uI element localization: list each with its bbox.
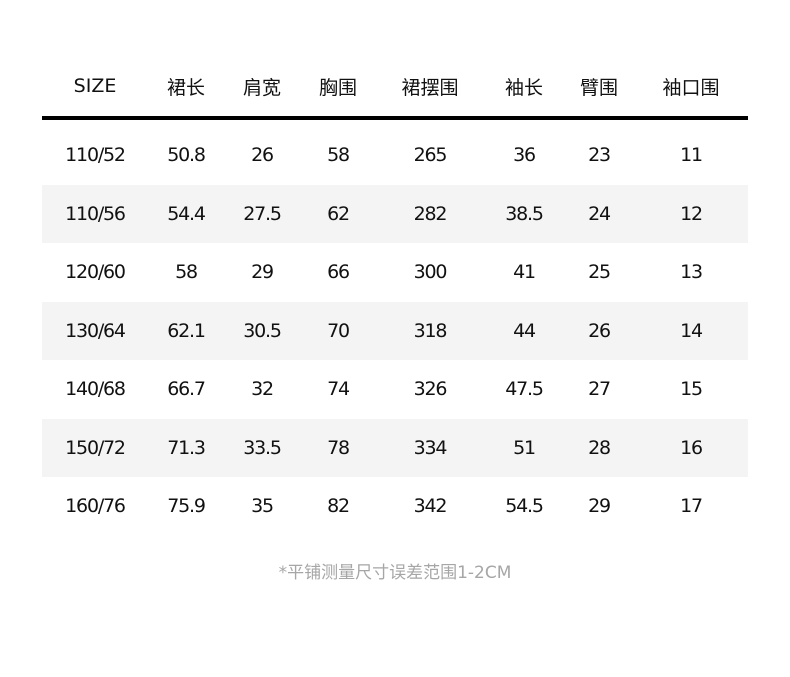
value-cell: 15 [680, 378, 703, 401]
value-cell: 47.5 [505, 378, 544, 401]
value-cell: 342 [413, 495, 448, 518]
table-row: 120/60 58 29 66 300 41 25 13 [42, 243, 748, 302]
size-cell: 160/76 [65, 495, 126, 518]
value-cell: 74 [327, 378, 350, 401]
value-cell: 54.5 [505, 495, 544, 518]
size-table-body: 110/52 50.8 26 58 265 36 23 11 110/56 54.4 27.5 62 2… [42, 126, 748, 536]
table-row: 110/52 50.8 26 58 265 36 23 11 [42, 126, 748, 185]
value-cell: 32 [251, 378, 274, 401]
size-cell: 150/72 [42, 418, 148, 477]
header-shoulder-width: 肩宽 [242, 76, 281, 99]
value-cell: 29 [251, 261, 274, 284]
value-cell: 27.5 [224, 184, 300, 243]
value-cell: 11 [680, 144, 703, 167]
header-size: SIZE [73, 75, 117, 97]
value-cell: 62 [300, 184, 376, 243]
table-row: 110/56 54.4 27.5 62 282 38.5 24 12 [42, 184, 748, 243]
size-cell: 110/56 [42, 184, 148, 243]
value-cell: 62.1 [148, 301, 224, 360]
value-cell: 318 [376, 301, 484, 360]
value-cell: 33.5 [224, 418, 300, 477]
header-dress-length: 裙长 [166, 76, 205, 99]
header-divider [42, 116, 748, 120]
size-cell: 120/60 [65, 261, 126, 284]
value-cell: 334 [376, 418, 484, 477]
value-cell: 58 [327, 144, 350, 167]
table-row: 160/76 75.9 35 82 342 54.5 29 17 [42, 477, 748, 536]
size-cell: 140/68 [65, 378, 126, 401]
header-row: SIZE 裙长 肩宽 胸围 裙摆围 袖长 臂围 袖口围 [42, 60, 748, 112]
value-cell: 35 [251, 495, 274, 518]
table-row: 150/72 71.3 33.5 78 334 51 28 16 [42, 418, 748, 477]
footnote: *平铺测量尺寸误差范围1-2CM [278, 563, 512, 583]
size-chart: SIZE 裙长 肩宽 胸围 裙摆围 袖长 臂围 袖口围 110/52 50.8 26… [42, 60, 748, 536]
value-cell: 71.3 [148, 418, 224, 477]
header-arm: 臂围 [579, 76, 618, 99]
size-cell: 130/64 [42, 301, 148, 360]
value-cell: 66.7 [167, 378, 206, 401]
header-chest: 胸围 [318, 76, 357, 99]
value-cell: 14 [634, 301, 748, 360]
table-row: 130/64 62.1 30.5 70 318 44 26 14 [42, 301, 748, 360]
value-cell: 58 [175, 261, 198, 284]
value-cell: 82 [327, 495, 350, 518]
value-cell: 54.4 [148, 184, 224, 243]
value-cell: 66 [327, 261, 350, 284]
value-cell: 44 [484, 301, 564, 360]
value-cell: 26 [251, 144, 274, 167]
value-cell: 30.5 [224, 301, 300, 360]
value-cell: 27 [588, 378, 611, 401]
value-cell: 41 [513, 261, 536, 284]
value-cell: 12 [634, 184, 748, 243]
value-cell: 78 [300, 418, 376, 477]
value-cell: 36 [513, 144, 536, 167]
value-cell: 300 [413, 261, 448, 284]
table-row: 140/68 66.7 32 74 326 47.5 27 15 [42, 360, 748, 419]
value-cell: 28 [564, 418, 634, 477]
value-cell: 26 [564, 301, 634, 360]
header-cuff: 袖口围 [662, 76, 720, 99]
value-cell: 265 [413, 144, 448, 167]
value-cell: 24 [564, 184, 634, 243]
value-cell: 326 [413, 378, 448, 401]
header-hem: 裙摆围 [401, 76, 459, 99]
value-cell: 75.9 [167, 495, 206, 518]
value-cell: 13 [680, 261, 703, 284]
value-cell: 282 [376, 184, 484, 243]
size-cell: 110/52 [65, 144, 126, 167]
value-cell: 38.5 [484, 184, 564, 243]
value-cell: 23 [588, 144, 611, 167]
value-cell: 29 [588, 495, 611, 518]
size-table: SIZE 裙长 肩宽 胸围 裙摆围 袖长 臂围 袖口围 [42, 60, 748, 112]
value-cell: 25 [588, 261, 611, 284]
value-cell: 17 [680, 495, 703, 518]
header-sleeve-length: 袖长 [504, 76, 543, 99]
value-cell: 16 [634, 418, 748, 477]
value-cell: 51 [484, 418, 564, 477]
value-cell: 70 [300, 301, 376, 360]
value-cell: 50.8 [167, 144, 206, 167]
